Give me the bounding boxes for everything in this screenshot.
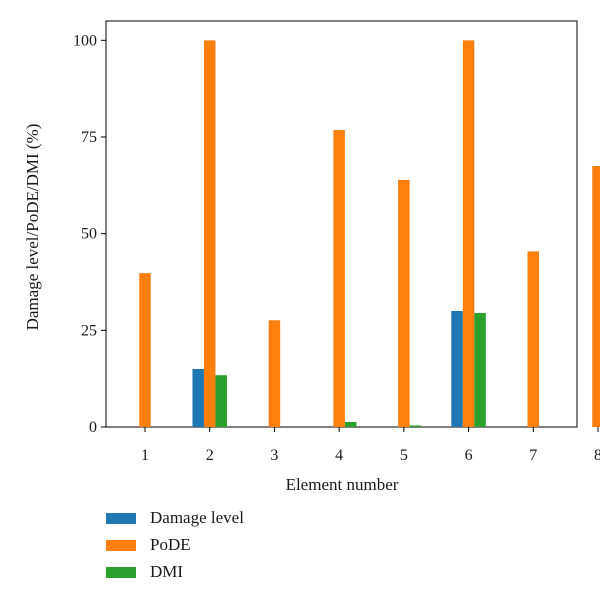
- bar-dmi: [474, 312, 486, 427]
- y-tick-label: 75: [81, 129, 97, 146]
- legend-label: PoDE: [150, 535, 191, 554]
- x-tick-label: 6: [465, 447, 473, 464]
- bar-pode: [592, 166, 600, 427]
- legend-label: Damage level: [150, 508, 244, 527]
- bar-pode: [527, 251, 540, 427]
- bar-pode: [333, 130, 345, 428]
- x-tick-label: 7: [529, 447, 537, 464]
- x-tick-label: 3: [270, 447, 278, 464]
- bar-pode: [268, 320, 281, 427]
- legend-swatch: [106, 540, 136, 551]
- bar-pode: [139, 273, 151, 427]
- y-tick-label: 0: [89, 419, 97, 436]
- bar-dmi: [409, 425, 422, 427]
- x-axis: 1 2 3 4 5 6 7 8: [141, 427, 600, 464]
- y-axis: 0 25 50 75 100: [73, 32, 106, 436]
- x-tick-label: 5: [400, 447, 408, 464]
- x-tick-label: 2: [206, 447, 214, 464]
- y-tick-label: 100: [73, 32, 97, 49]
- bar-damage-level: [192, 369, 204, 427]
- y-axis-title: Damage level/PoDE/DMI (%): [23, 124, 42, 331]
- x-tick-label: 8: [594, 447, 600, 464]
- bar-damage-level: [451, 311, 463, 427]
- legend-swatch: [106, 513, 136, 524]
- legend-swatch: [106, 567, 136, 578]
- y-tick-label: 50: [81, 226, 97, 243]
- x-axis-title: Element number: [286, 475, 399, 494]
- bar-dmi: [344, 421, 357, 427]
- bar-pode: [462, 40, 475, 427]
- x-tick-label: 1: [141, 447, 149, 464]
- bar-dmi: [215, 375, 227, 427]
- bars: [139, 40, 600, 428]
- legend: Damage level PoDE DMI: [106, 508, 244, 581]
- y-tick-label: 25: [81, 322, 97, 339]
- bar-pode: [398, 179, 410, 427]
- x-tick-label: 4: [335, 447, 343, 464]
- legend-label: DMI: [150, 562, 183, 581]
- bar-pode: [203, 40, 216, 427]
